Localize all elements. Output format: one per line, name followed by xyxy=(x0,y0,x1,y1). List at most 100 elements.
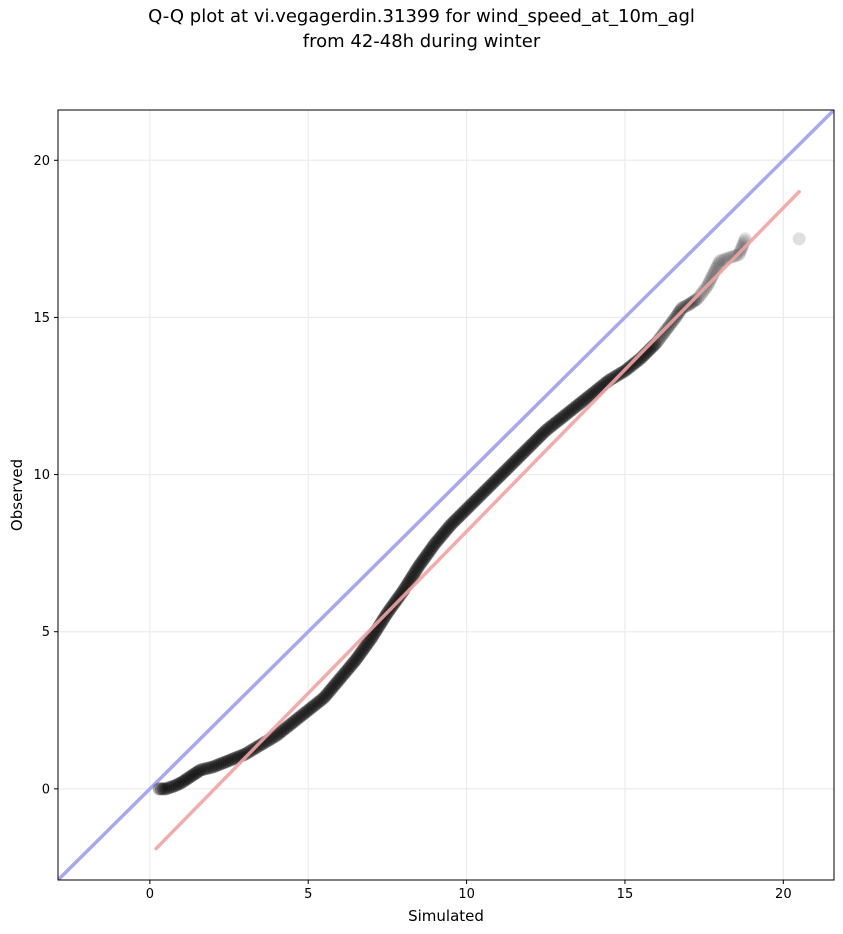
quantile-point xyxy=(154,782,168,796)
quantile-point xyxy=(350,651,364,665)
quantile-point xyxy=(626,358,640,372)
quantile-point xyxy=(557,409,571,423)
quantile-point xyxy=(470,492,484,506)
quantile-point xyxy=(419,549,433,563)
quantile-point xyxy=(411,561,425,575)
quantile-point xyxy=(481,481,495,495)
quantile-point xyxy=(504,458,518,472)
quantile-point xyxy=(336,668,350,682)
quantile-point xyxy=(675,301,689,315)
quantile-point xyxy=(436,527,450,541)
quantile-point xyxy=(580,391,594,405)
quantile-point xyxy=(451,511,465,525)
quantile-point xyxy=(341,662,355,676)
quantile-point xyxy=(204,760,218,774)
quantile-point xyxy=(486,476,500,490)
quantile-point xyxy=(454,507,468,521)
quantile-point xyxy=(305,700,319,714)
quantile-point xyxy=(535,427,549,441)
quantile-point xyxy=(630,354,644,368)
quantile-point xyxy=(163,780,177,794)
quantile-point xyxy=(405,569,419,583)
quantile-point xyxy=(213,757,227,771)
quantile-point xyxy=(317,691,331,705)
quantile-point xyxy=(519,443,533,457)
quantile-point xyxy=(281,719,295,733)
quantile-point xyxy=(218,755,232,769)
quantile-point xyxy=(442,520,456,534)
quantile-point xyxy=(628,356,642,370)
quantile-point xyxy=(333,672,347,686)
quantile-point xyxy=(190,766,204,780)
quantile-point xyxy=(434,529,448,543)
grid-lines xyxy=(58,110,834,880)
quantile-point xyxy=(188,767,202,781)
quantile-point xyxy=(428,537,442,551)
quantile-point xyxy=(425,541,439,555)
quantile-point xyxy=(498,464,512,478)
quantile-point xyxy=(307,699,321,713)
quantile-point xyxy=(414,557,428,571)
quantile-point xyxy=(712,256,726,270)
quantile-point xyxy=(488,474,502,488)
axis-ticks: 0 5 10 15 20 0 5 10 15 20 xyxy=(33,154,791,902)
quantile-point xyxy=(192,764,206,778)
reference-lines xyxy=(58,110,834,880)
quantile-point xyxy=(357,641,371,655)
quantile-point xyxy=(525,438,539,452)
quantile-point xyxy=(327,679,341,693)
quantile-point xyxy=(408,565,422,579)
quantile-point xyxy=(792,232,806,246)
quantile-point xyxy=(279,721,293,735)
quantile-point xyxy=(479,483,493,497)
quantile-point xyxy=(389,594,403,608)
x-tick-label: 0 xyxy=(146,887,154,902)
y-tick-label: 5 xyxy=(42,625,50,640)
quantile-point xyxy=(458,504,472,518)
quantile-point xyxy=(736,239,750,253)
quantile-point xyxy=(559,408,573,422)
quantile-point xyxy=(338,666,352,680)
quantile-point xyxy=(362,635,376,649)
quantile-point xyxy=(607,371,621,385)
quantile-point xyxy=(354,645,368,659)
y-tick-label: 20 xyxy=(33,154,50,169)
quantile-point xyxy=(359,639,373,653)
quantile-point xyxy=(152,782,166,796)
identity-line xyxy=(58,110,834,880)
quantile-point xyxy=(376,612,390,626)
quantile-point xyxy=(526,436,540,450)
quantile-point xyxy=(530,432,544,446)
quantile-point xyxy=(553,413,567,427)
quantile-point xyxy=(431,533,445,547)
quantile-point xyxy=(555,411,569,425)
quantile-point xyxy=(511,452,525,466)
x-tick-label: 5 xyxy=(304,887,312,902)
quantile-point xyxy=(576,394,590,408)
quantile-point xyxy=(545,419,559,433)
quantile-point xyxy=(375,614,389,628)
quantile-point xyxy=(342,661,356,675)
quantile-point xyxy=(654,329,668,343)
quantile-point xyxy=(313,694,327,708)
quantile-point xyxy=(505,457,519,471)
quantile-point xyxy=(220,754,234,768)
quantile-point xyxy=(309,697,323,711)
quantile-point xyxy=(532,431,546,445)
quantile-point xyxy=(184,769,198,783)
quantile-point xyxy=(689,293,703,307)
quantile-point xyxy=(287,714,301,728)
quantile-point xyxy=(482,479,496,493)
quantile-point xyxy=(509,453,523,467)
quantile-point xyxy=(490,472,504,486)
quantile-point xyxy=(477,485,491,499)
fit-line xyxy=(154,189,801,851)
quantile-point xyxy=(446,516,460,530)
quantile-point xyxy=(447,514,461,528)
quantile-point xyxy=(186,768,200,782)
quantile-point xyxy=(331,674,345,688)
quantile-point xyxy=(334,670,348,684)
quantile-point xyxy=(346,657,360,671)
quantile-point xyxy=(421,547,435,561)
quantile-point xyxy=(500,462,514,476)
